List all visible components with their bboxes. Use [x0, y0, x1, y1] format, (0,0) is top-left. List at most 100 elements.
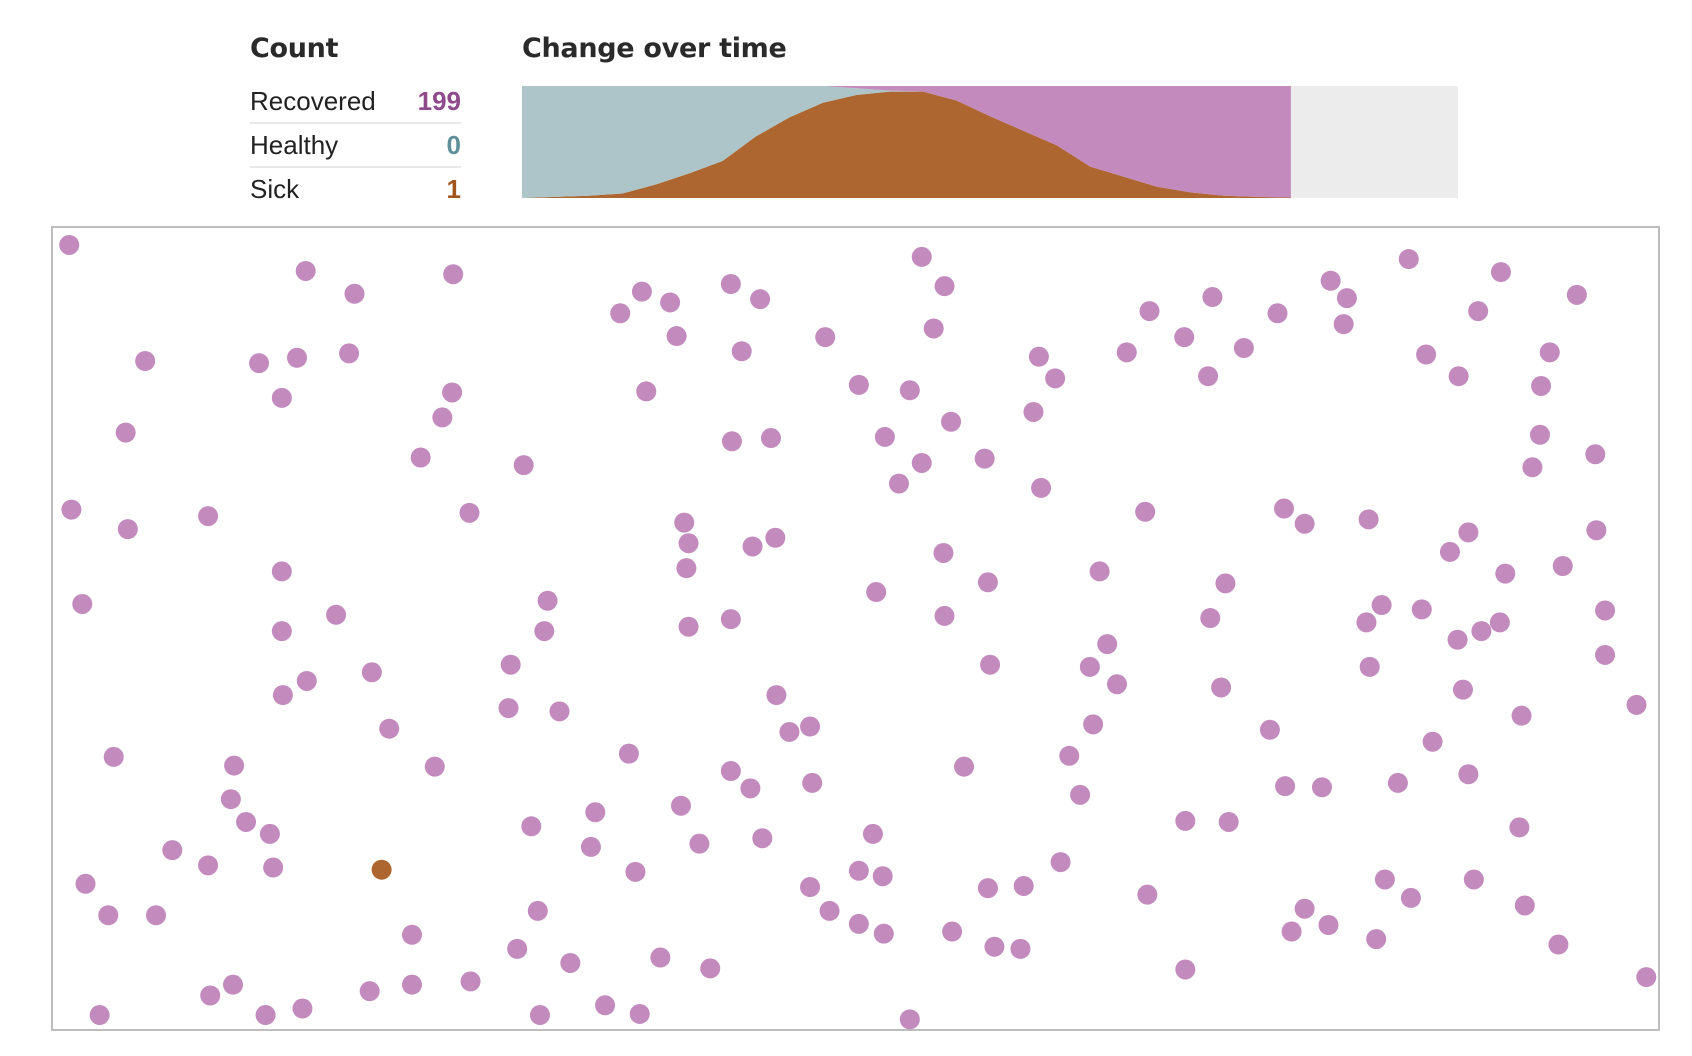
- person-dot-recovered: [941, 411, 962, 432]
- person-dot-recovered: [1211, 677, 1232, 698]
- person-dot-recovered: [911, 452, 932, 473]
- area-sick: [522, 91, 1291, 198]
- person-dot-recovered: [689, 833, 710, 854]
- person-dot-recovered: [720, 609, 741, 630]
- person-dot-recovered: [442, 382, 463, 403]
- person-dot-recovered: [873, 923, 894, 944]
- person-dot-recovered: [676, 558, 697, 579]
- person-dot-recovered: [888, 473, 909, 494]
- person-dot-recovered: [618, 743, 639, 764]
- person-dot-recovered: [585, 802, 606, 823]
- person-dot-recovered: [1548, 934, 1569, 955]
- person-dot-recovered: [765, 527, 786, 548]
- person-dot-recovered: [220, 789, 241, 810]
- person-dot-recovered: [249, 353, 270, 374]
- count-row-sick: Sick 1: [250, 168, 461, 210]
- person-dot-recovered: [443, 264, 464, 285]
- person-dot-recovered: [459, 502, 480, 523]
- person-dot-recovered: [866, 582, 887, 603]
- person-dot-recovered: [1031, 477, 1052, 498]
- person-dot-recovered: [1318, 915, 1339, 936]
- person-dot-recovered: [862, 823, 883, 844]
- simulation-area: [51, 226, 1660, 1031]
- person-dot-recovered: [1106, 674, 1127, 695]
- person-dot-recovered: [271, 561, 292, 582]
- person-dot-recovered: [1586, 520, 1607, 541]
- person-dot-recovered: [1489, 612, 1510, 633]
- person-dot-recovered: [720, 760, 741, 781]
- person-dot-recovered: [625, 861, 646, 882]
- person-dot-recovered: [1116, 342, 1137, 363]
- person-dot-recovered: [560, 952, 581, 973]
- count-value: 0: [446, 129, 461, 160]
- person-dot-recovered: [1511, 705, 1532, 726]
- person-dot-recovered: [1333, 314, 1354, 335]
- person-dot-recovered: [1079, 656, 1100, 677]
- person-dot-recovered: [899, 1009, 920, 1030]
- person-dot-recovered: [115, 422, 136, 443]
- person-dot-recovered: [1595, 600, 1616, 621]
- person-dot-recovered: [1137, 884, 1158, 905]
- person-dot-recovered: [934, 605, 955, 626]
- person-dot-recovered: [1311, 777, 1332, 798]
- person-dot-recovered: [750, 289, 771, 310]
- person-dot-recovered: [1495, 563, 1516, 584]
- person-dot-recovered: [1463, 869, 1484, 890]
- person-dot-recovered: [1050, 852, 1071, 873]
- person-dot-recovered: [899, 380, 920, 401]
- person-dot-recovered: [1198, 366, 1219, 387]
- person-dot-recovered: [507, 938, 528, 959]
- person-dot-recovered: [942, 921, 963, 942]
- count-label: Recovered: [250, 85, 376, 116]
- person-dot-recovered: [1358, 509, 1379, 530]
- person-dot-recovered: [848, 913, 869, 934]
- person-dot-recovered: [59, 234, 80, 255]
- person-dot-recovered: [198, 855, 219, 876]
- person-dot-recovered: [103, 746, 124, 767]
- person-dot-recovered: [534, 621, 555, 642]
- person-dot-recovered: [1356, 612, 1377, 633]
- person-dot-recovered: [1013, 875, 1034, 896]
- count-heading: Count: [250, 33, 339, 64]
- person-dot-recovered: [815, 327, 836, 348]
- person-dot-recovered: [529, 1005, 550, 1026]
- person-dot-recovered: [537, 590, 558, 611]
- person-dot-recovered: [500, 654, 521, 675]
- person-dot-recovered: [721, 431, 742, 452]
- person-dot-recovered: [1539, 342, 1560, 363]
- person-dot-recovered: [650, 947, 671, 968]
- person-dot-recovered: [731, 341, 752, 362]
- person-dot-recovered: [954, 756, 975, 777]
- person-dot-recovered: [1200, 608, 1221, 629]
- person-dot-recovered: [666, 326, 687, 347]
- person-dot-recovered: [1215, 573, 1236, 594]
- person-dot-recovered: [610, 303, 631, 324]
- person-dot-recovered: [271, 621, 292, 642]
- person-dot-sick: [371, 859, 392, 880]
- person-dot-recovered: [1139, 301, 1160, 322]
- person-dot-recovered: [223, 974, 244, 995]
- person-dot-recovered: [700, 958, 721, 979]
- simulation-dots: [59, 234, 1657, 1030]
- person-dot-recovered: [670, 795, 691, 816]
- person-dot-recovered: [401, 924, 422, 945]
- person-dot-recovered: [61, 499, 82, 520]
- person-dot-recovered: [595, 995, 616, 1016]
- person-dot-recovered: [379, 718, 400, 739]
- person-dot-recovered: [1595, 644, 1616, 665]
- person-dot-recovered: [236, 811, 257, 832]
- person-dot-recovered: [1490, 262, 1511, 283]
- person-dot-recovered: [339, 343, 360, 364]
- person-dot-recovered: [1366, 929, 1387, 950]
- person-dot-recovered: [629, 1003, 650, 1024]
- change-over-time-chart: [522, 86, 1458, 198]
- person-dot-recovered: [1529, 424, 1550, 445]
- count-label: Healthy: [250, 129, 339, 160]
- person-dot-recovered: [1059, 745, 1080, 766]
- person-dot-recovered: [1626, 694, 1647, 715]
- person-dot-recovered: [263, 857, 284, 878]
- person-dot-recovered: [361, 662, 382, 683]
- person-dot-recovered: [977, 878, 998, 899]
- person-dot-recovered: [1509, 817, 1530, 838]
- person-dot-recovered: [984, 936, 1005, 957]
